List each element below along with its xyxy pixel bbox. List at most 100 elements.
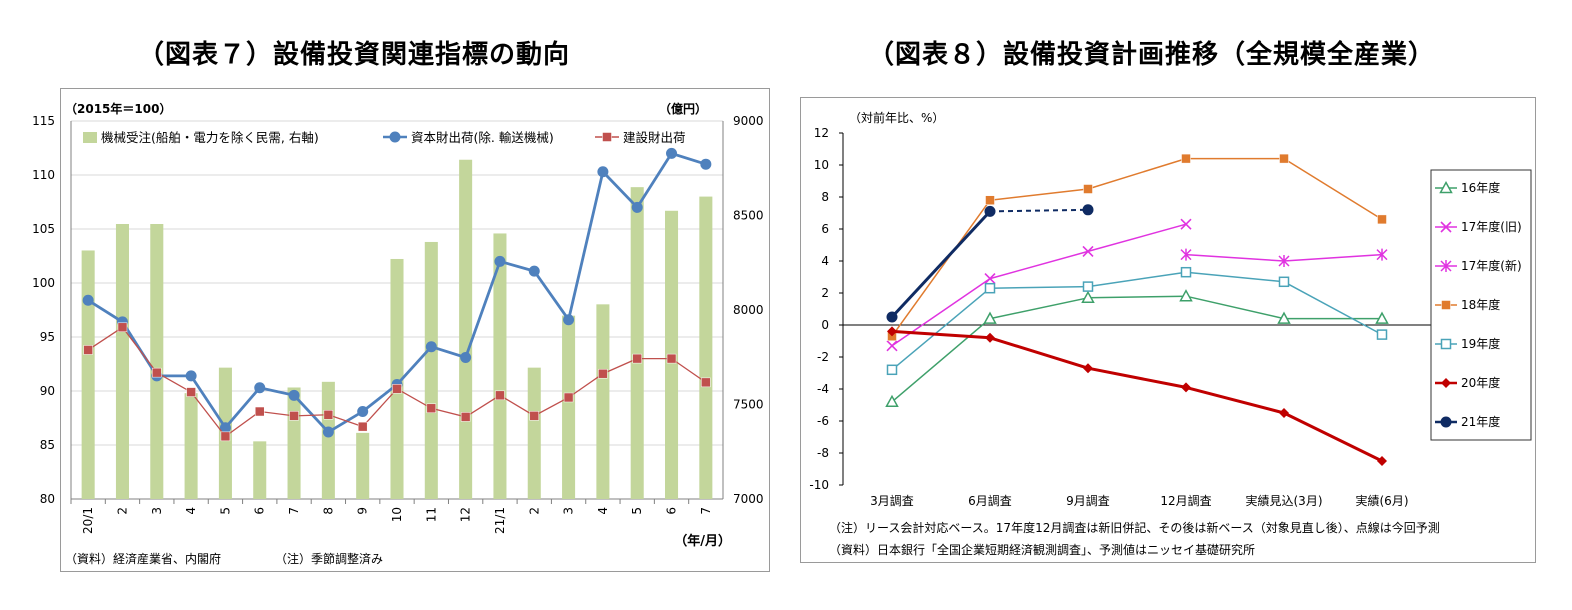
data-point	[1277, 311, 1291, 324]
bar	[390, 258, 404, 499]
data-point	[984, 205, 996, 217]
series-segment	[1087, 271, 1187, 288]
bar	[699, 196, 713, 499]
data-point	[1083, 184, 1093, 194]
data-point	[1376, 329, 1388, 340]
legend-label: 資本財出荷(除. 輸送機械)	[411, 130, 554, 145]
data-point	[152, 367, 162, 378]
data-point	[322, 426, 334, 438]
x-tick-label: 実績(6月)	[1356, 493, 1409, 508]
x-tick-label: 4	[184, 507, 198, 515]
data-point	[528, 265, 540, 277]
legend-label: 18年度	[1461, 297, 1500, 312]
data-point	[392, 384, 402, 394]
series-segment	[1087, 366, 1187, 389]
bar	[459, 159, 473, 499]
bar	[596, 304, 610, 499]
data-point	[666, 147, 678, 159]
data-point	[597, 166, 609, 178]
data-point	[886, 364, 898, 376]
x-tick-label: 5	[218, 507, 232, 515]
data-point	[1278, 276, 1290, 288]
legend-marker	[1440, 221, 1452, 233]
y-tick-label-left: 110	[32, 168, 55, 182]
series-segment	[1283, 253, 1383, 262]
bar	[184, 393, 198, 499]
series-segment	[890, 210, 992, 319]
y-tick-label: 4	[821, 254, 829, 268]
y-tick-label: 0	[821, 318, 829, 332]
data-point	[984, 282, 996, 294]
source-note: （資料）経済産業省、内閣府	[65, 551, 221, 566]
data-point	[563, 314, 575, 326]
legend-label: 17年度(新)	[1461, 258, 1522, 273]
data-point	[186, 387, 196, 397]
y-tick-label: 12	[814, 126, 829, 140]
right-chart-title: （図表８）設備投資計画推移（全規模全産業）	[868, 40, 1436, 70]
data-point	[632, 353, 642, 364]
series-segment	[891, 199, 991, 337]
y-axis-label-right: （億円）	[659, 101, 707, 116]
series-segment	[891, 329, 991, 340]
y-tick-label: 6	[821, 222, 829, 236]
x-tick-label: 3	[150, 507, 164, 515]
x-tick-label: 3	[562, 507, 576, 515]
y-tick-label-right: 9000	[733, 114, 764, 128]
data-point	[1082, 204, 1094, 216]
data-point	[185, 370, 197, 382]
series-segment	[1185, 385, 1285, 415]
y-tick-label-right: 8000	[733, 303, 764, 317]
bar	[527, 367, 541, 499]
legend-label: 機械受注(船舶・電力を除く民需, 右軸)	[101, 130, 319, 145]
data-point	[1377, 214, 1387, 225]
right-chart: 12 10 8 6 4 2 0 -2 -4 -6 -8 -10 3月調査 6月調査 9月調査 12月調査 実績見…	[809, 110, 1532, 557]
left-chart: 20/1 2 3 4 5 6 7 8 9 10 11 12 21/1 2 3 4 5 6 7 80 85 90 95 100 1…	[32, 101, 764, 566]
data-point	[666, 353, 677, 364]
data-point	[1180, 266, 1192, 278]
data-point	[983, 311, 997, 324]
series-segment	[989, 188, 1089, 201]
data-point	[1081, 290, 1095, 304]
y-axis-label: （対前年比、%）	[849, 110, 944, 125]
data-point	[494, 255, 506, 267]
data-point	[631, 201, 643, 213]
series-segment	[891, 287, 991, 371]
data-point	[1179, 289, 1193, 302]
bar	[356, 432, 370, 499]
legend-swatch	[83, 132, 97, 143]
legend-label: 建設財出荷	[623, 130, 686, 145]
data-point	[219, 422, 231, 434]
y-tick-label-left: 95	[40, 330, 55, 344]
legend-label: 20年度	[1461, 375, 1500, 390]
data-point	[1181, 382, 1191, 393]
y-tick-label: 2	[821, 286, 829, 300]
y-axis-label-left: （2015年＝100）	[65, 101, 171, 116]
y-tick-label-left: 80	[40, 492, 55, 506]
source-note: （資料）日本銀行「全国企業短期経済観測調査」、予測値はニッセイ基礎研究所	[829, 542, 1255, 557]
data-point	[1082, 245, 1094, 257]
data-point	[886, 311, 898, 323]
data-point	[426, 403, 437, 414]
x-tick-label: 6月調査	[968, 494, 1012, 508]
data-point	[887, 326, 897, 337]
left-chart-title: （図表７）設備投資関連指標の動向	[138, 40, 571, 70]
x-tick-label: 7	[699, 507, 713, 515]
data-point	[220, 431, 231, 442]
data-point	[357, 421, 368, 432]
data-point	[1376, 248, 1388, 261]
bar	[253, 441, 267, 499]
series-segment	[1283, 281, 1383, 336]
x-tick-label: 2	[527, 507, 541, 515]
data-point	[425, 341, 437, 353]
data-point	[984, 273, 996, 285]
y-tick-label-left: 90	[40, 384, 55, 398]
series-segment	[1185, 271, 1285, 283]
data-point	[529, 411, 540, 421]
y-tick-label-right: 8500	[733, 209, 764, 223]
data-point	[1375, 311, 1389, 324]
data-point	[460, 412, 471, 422]
bar	[115, 224, 129, 499]
y-tick-label: -10	[809, 478, 829, 492]
data-point	[288, 389, 300, 401]
y-tick-label-right: 7500	[733, 398, 764, 412]
